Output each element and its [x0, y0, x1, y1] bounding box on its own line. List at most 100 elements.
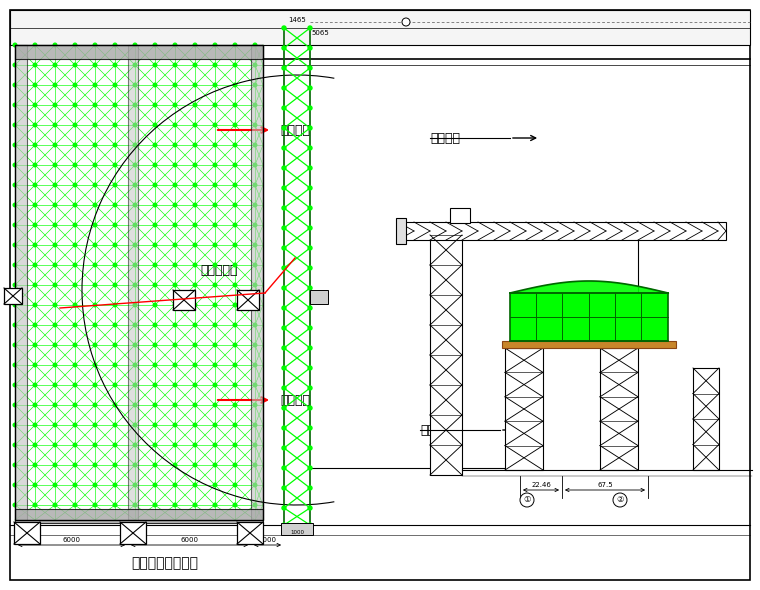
Circle shape	[214, 43, 217, 47]
Circle shape	[308, 26, 312, 30]
Circle shape	[33, 483, 36, 487]
Circle shape	[193, 303, 197, 307]
Bar	[237, 290, 259, 310]
Circle shape	[173, 283, 177, 287]
Circle shape	[13, 83, 17, 87]
Circle shape	[282, 366, 286, 370]
Text: ①: ①	[523, 496, 530, 504]
Circle shape	[253, 303, 257, 307]
Circle shape	[13, 363, 17, 367]
Circle shape	[113, 303, 117, 307]
Circle shape	[113, 443, 117, 447]
Bar	[310, 290, 328, 304]
Circle shape	[282, 26, 286, 30]
Circle shape	[33, 43, 36, 47]
Text: 1465: 1465	[288, 17, 306, 23]
Circle shape	[13, 403, 17, 407]
Circle shape	[93, 243, 97, 247]
Circle shape	[154, 183, 157, 187]
Bar	[15, 45, 263, 520]
Circle shape	[253, 343, 257, 347]
Circle shape	[33, 423, 36, 427]
Circle shape	[308, 466, 312, 470]
Circle shape	[233, 403, 237, 407]
Circle shape	[93, 363, 97, 367]
Circle shape	[308, 426, 312, 430]
Circle shape	[253, 443, 257, 447]
Bar	[510, 293, 668, 341]
Circle shape	[33, 443, 36, 447]
Circle shape	[73, 283, 77, 287]
Circle shape	[154, 63, 157, 67]
Circle shape	[173, 63, 177, 67]
Circle shape	[133, 123, 137, 127]
Circle shape	[193, 223, 197, 227]
Circle shape	[154, 483, 157, 487]
Circle shape	[282, 166, 286, 170]
Circle shape	[233, 123, 237, 127]
Circle shape	[193, 503, 197, 507]
Circle shape	[113, 343, 117, 347]
Bar	[128, 45, 138, 520]
Circle shape	[282, 126, 286, 130]
Circle shape	[282, 486, 286, 490]
Circle shape	[214, 423, 217, 427]
Circle shape	[53, 263, 57, 267]
Circle shape	[308, 386, 312, 390]
Circle shape	[233, 183, 237, 187]
Circle shape	[193, 463, 197, 467]
Circle shape	[113, 103, 117, 107]
Circle shape	[193, 83, 197, 87]
Circle shape	[253, 363, 257, 367]
Text: 67.5: 67.5	[597, 482, 613, 488]
Circle shape	[73, 383, 77, 387]
Bar	[237, 522, 263, 544]
Bar	[502, 341, 676, 348]
Circle shape	[133, 83, 137, 87]
Circle shape	[308, 246, 312, 250]
Circle shape	[253, 263, 257, 267]
Circle shape	[173, 123, 177, 127]
Circle shape	[214, 263, 217, 267]
Circle shape	[113, 183, 117, 187]
Circle shape	[233, 443, 237, 447]
Circle shape	[253, 463, 257, 467]
Circle shape	[214, 63, 217, 67]
Circle shape	[214, 323, 217, 327]
Circle shape	[233, 283, 237, 287]
Circle shape	[308, 506, 312, 510]
Circle shape	[13, 263, 17, 267]
Circle shape	[233, 383, 237, 387]
Circle shape	[173, 403, 177, 407]
Bar	[396, 218, 406, 244]
Circle shape	[253, 383, 257, 387]
Circle shape	[33, 183, 36, 187]
Circle shape	[214, 243, 217, 247]
Circle shape	[73, 183, 77, 187]
Circle shape	[113, 323, 117, 327]
Circle shape	[282, 86, 286, 90]
Circle shape	[308, 166, 312, 170]
Circle shape	[193, 443, 197, 447]
Circle shape	[93, 223, 97, 227]
Circle shape	[93, 463, 97, 467]
Circle shape	[308, 126, 312, 130]
Circle shape	[282, 266, 286, 270]
Bar	[281, 523, 313, 535]
Circle shape	[308, 46, 312, 50]
Circle shape	[113, 163, 117, 167]
Text: 1000: 1000	[290, 529, 304, 535]
Circle shape	[93, 263, 97, 267]
Circle shape	[13, 43, 17, 47]
Circle shape	[53, 63, 57, 67]
Circle shape	[233, 203, 237, 207]
Circle shape	[154, 143, 157, 147]
Bar	[10, 10, 750, 45]
Circle shape	[193, 143, 197, 147]
Text: 5065: 5065	[311, 30, 329, 36]
Circle shape	[282, 286, 286, 290]
Circle shape	[113, 483, 117, 487]
Circle shape	[308, 326, 312, 330]
Circle shape	[13, 323, 17, 327]
Circle shape	[214, 363, 217, 367]
